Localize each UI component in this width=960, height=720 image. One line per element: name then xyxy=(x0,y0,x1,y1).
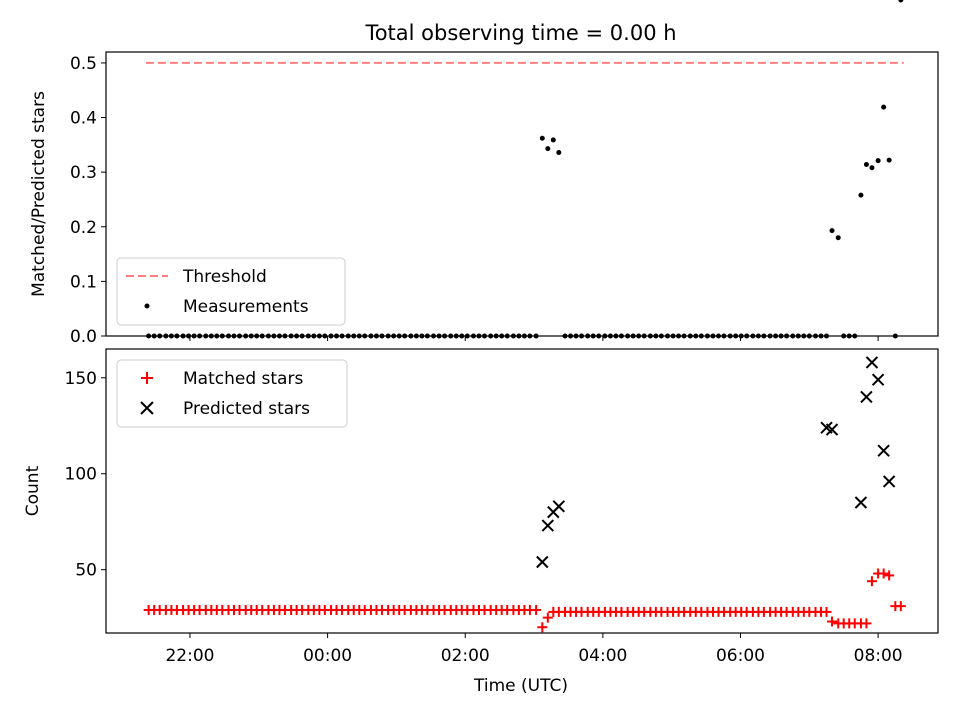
measurement-point xyxy=(550,137,556,143)
bottom-legend: Matched stars Predicted stars xyxy=(116,359,348,428)
predicted-point xyxy=(877,444,890,457)
matched-point xyxy=(537,622,548,633)
predicted-point xyxy=(871,373,885,386)
predicted-point xyxy=(882,475,896,488)
x-tick-label: 22:00 xyxy=(165,646,214,666)
legend-matched-swatch xyxy=(141,372,153,384)
matched-point xyxy=(821,606,832,617)
legend-predicted-label: Predicted stars xyxy=(183,399,310,419)
top-plot-frame xyxy=(105,51,939,337)
ratio-panel: Total observing time = 0.00 h 0.0 0.1 0.2 0… xyxy=(29,0,939,347)
predicted-point xyxy=(865,356,879,369)
matched-point xyxy=(861,618,872,629)
bottom-plot-frame xyxy=(105,348,939,634)
top-y-axis-label: Matched/Predicted stars xyxy=(29,91,49,297)
matched-point xyxy=(878,568,889,579)
legend-threshold-label: Threshold xyxy=(182,267,267,287)
bottom-y-axis-label: Count xyxy=(23,465,43,516)
predicted-point xyxy=(825,423,839,436)
x-tick-label: 00:00 xyxy=(303,646,352,666)
measurement-point xyxy=(886,157,892,163)
predicted-point xyxy=(541,519,555,532)
legend-measurements-label: Measurements xyxy=(183,297,309,317)
matched-point xyxy=(866,576,877,587)
legend-measurements-swatch xyxy=(144,303,150,309)
measurement-point xyxy=(875,158,881,164)
x-tick-label: 04:00 xyxy=(578,646,627,666)
y-tick-label: 0.1 xyxy=(70,272,97,292)
y-tick-label: 50 xyxy=(75,561,97,581)
predicted-point xyxy=(536,555,549,569)
matched-point xyxy=(895,601,906,612)
x-tick-label: 06:00 xyxy=(716,646,765,666)
x-tick-label: 02:00 xyxy=(441,646,490,666)
y-tick-label: 0.4 xyxy=(70,109,97,129)
y-tick-label: 0.0 xyxy=(70,327,97,347)
measurement-point xyxy=(545,146,551,152)
legend-predicted-swatch xyxy=(140,401,154,415)
top-legend: Threshold Measurements xyxy=(116,257,346,326)
measurement-point xyxy=(858,192,864,198)
x-tick-label: 08:00 xyxy=(854,646,903,666)
measurement-point xyxy=(863,162,869,168)
predicted-point xyxy=(552,500,566,513)
measurement-point xyxy=(556,149,562,155)
y-tick-label: 0.2 xyxy=(70,218,97,238)
matched-point xyxy=(542,612,553,623)
predicted-point xyxy=(854,496,868,509)
y-tick-label: 150 xyxy=(65,369,97,389)
measurement-point xyxy=(898,0,904,3)
matched-point xyxy=(884,570,895,581)
measurement-point xyxy=(539,135,545,141)
x-axis-label: Time (UTC) xyxy=(473,676,568,696)
measurement-point xyxy=(881,104,887,110)
chart-title: Total observing time = 0.00 h xyxy=(364,21,676,45)
measurement-point xyxy=(829,228,835,234)
matched-point xyxy=(531,604,542,615)
y-tick-label: 0.5 xyxy=(70,54,97,74)
measurement-point xyxy=(835,235,841,241)
measurement-point xyxy=(869,165,875,171)
y-tick-label: 0.3 xyxy=(70,163,97,183)
legend-matched-label: Matched stars xyxy=(183,369,303,389)
matched-point xyxy=(827,616,838,627)
y-tick-label: 100 xyxy=(65,465,97,485)
predicted-point xyxy=(860,390,873,404)
